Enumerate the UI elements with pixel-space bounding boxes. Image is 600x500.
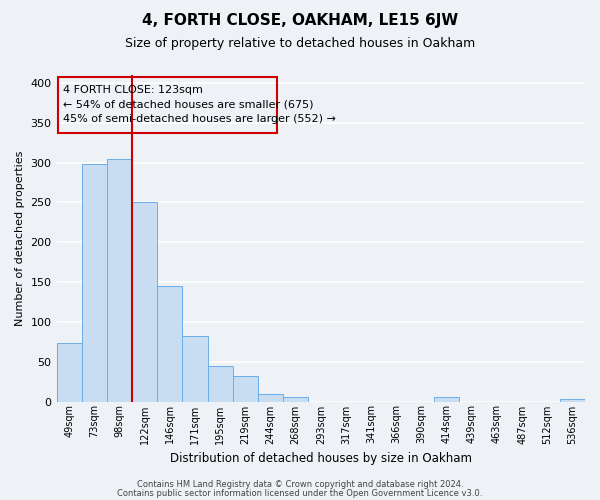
Bar xyxy=(82,164,107,402)
Bar xyxy=(56,344,82,402)
Bar xyxy=(283,396,308,402)
Bar xyxy=(182,336,208,402)
Text: 45% of semi-detached houses are larger (552) →: 45% of semi-detached houses are larger (… xyxy=(63,114,336,124)
Bar xyxy=(157,286,182,402)
Bar xyxy=(107,158,132,402)
Bar xyxy=(434,396,459,402)
Text: ← 54% of detached houses are smaller (675): ← 54% of detached houses are smaller (67… xyxy=(63,100,313,110)
Bar xyxy=(58,78,277,133)
Text: 4, FORTH CLOSE, OAKHAM, LE15 6JW: 4, FORTH CLOSE, OAKHAM, LE15 6JW xyxy=(142,12,458,28)
Text: Contains HM Land Registry data © Crown copyright and database right 2024.: Contains HM Land Registry data © Crown c… xyxy=(137,480,463,489)
Bar xyxy=(258,394,283,402)
Bar xyxy=(560,399,585,402)
Y-axis label: Number of detached properties: Number of detached properties xyxy=(15,150,25,326)
Text: Size of property relative to detached houses in Oakham: Size of property relative to detached ho… xyxy=(125,38,475,51)
Text: Contains public sector information licensed under the Open Government Licence v3: Contains public sector information licen… xyxy=(118,488,482,498)
Bar xyxy=(233,376,258,402)
Text: 4 FORTH CLOSE: 123sqm: 4 FORTH CLOSE: 123sqm xyxy=(63,86,203,96)
Bar xyxy=(208,366,233,402)
Bar xyxy=(132,202,157,402)
X-axis label: Distribution of detached houses by size in Oakham: Distribution of detached houses by size … xyxy=(170,452,472,465)
